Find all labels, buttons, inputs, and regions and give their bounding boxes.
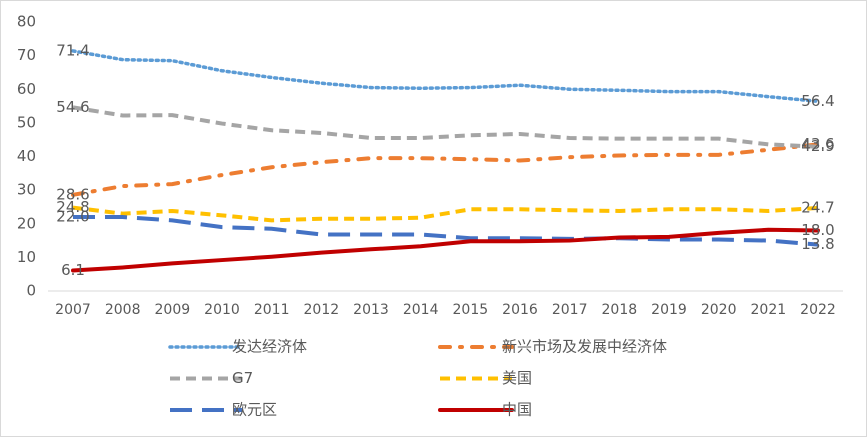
data-label: 43.6: [801, 135, 834, 153]
data-label: 24.7: [801, 198, 834, 216]
x-tick-label: 2022: [800, 302, 836, 318]
y-tick-label: 60: [17, 80, 36, 98]
series-line: [73, 215, 819, 247]
x-tick-label: 2009: [155, 302, 191, 318]
series-line: [71, 49, 820, 104]
y-tick-label: 40: [17, 147, 36, 165]
x-tick-label: 2010: [204, 302, 240, 318]
y-tick-label: 50: [17, 113, 36, 131]
data-label: 24.8: [56, 198, 89, 216]
legend-label: 新兴市场及发展中经济体: [502, 338, 667, 356]
data-label: 22.0: [56, 208, 89, 226]
x-tick-label: 2008: [105, 302, 141, 318]
series-line: [72, 205, 819, 223]
y-tick-label: 20: [17, 214, 36, 232]
data-label: 6.1: [61, 261, 85, 279]
y-tick-label: 80: [17, 13, 36, 31]
x-tick-label: 2019: [651, 302, 687, 318]
y-tick-label: 10: [17, 248, 36, 266]
data-label: 42.9: [801, 137, 834, 155]
series-line: [72, 105, 819, 149]
data-label: 13.8: [801, 235, 834, 253]
x-tick-label: 2007: [55, 302, 91, 318]
legend-label: 发达经济体: [232, 338, 307, 356]
series-line: [71, 142, 820, 197]
data-label: 18.0: [801, 221, 834, 239]
legend-label: G7: [232, 369, 253, 387]
x-tick-label: 2014: [403, 302, 439, 318]
x-tick-label: 2012: [304, 302, 340, 318]
x-tick-label: 2018: [602, 302, 638, 318]
x-tick-label: 2021: [751, 302, 787, 318]
x-tick-label: 2013: [353, 302, 389, 318]
x-tick-label: 2017: [552, 302, 588, 318]
x-tick-label: 2020: [701, 302, 737, 318]
y-tick-label: 0: [26, 282, 36, 300]
x-tick-label: 2016: [502, 302, 538, 318]
data-label: 56.4: [801, 92, 834, 110]
data-label: 71.4: [56, 41, 89, 59]
x-tick-label: 2011: [254, 302, 290, 318]
legend-label: 美国: [502, 369, 532, 387]
data-label: 54.6: [56, 98, 89, 116]
series-line: [71, 227, 820, 273]
x-tick-label: 2015: [453, 302, 489, 318]
y-tick-label: 70: [17, 46, 36, 64]
legend-label: 欧元区: [232, 401, 277, 419]
y-tick-label: 30: [17, 181, 36, 199]
data-label: 28.6: [56, 185, 89, 203]
legend-label: 中国: [502, 401, 532, 419]
